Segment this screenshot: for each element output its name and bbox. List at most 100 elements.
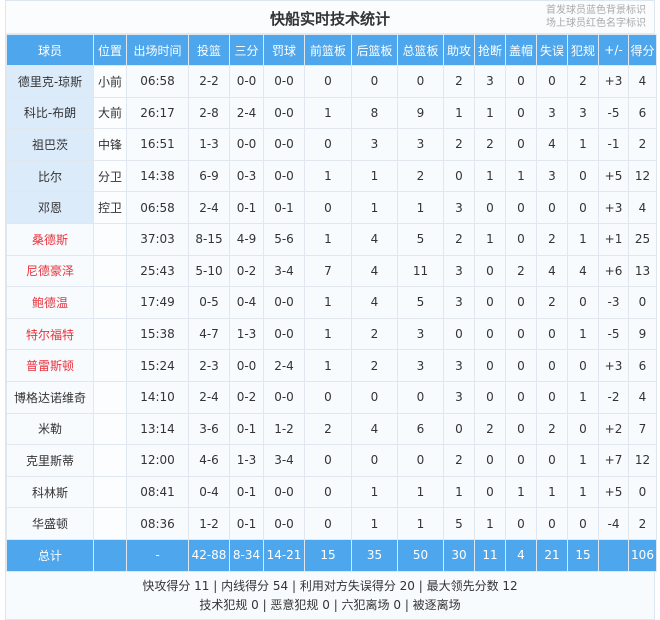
stat-cell: 3 <box>567 96 599 130</box>
stat-cell: 8-15 <box>188 222 230 256</box>
stat-cell: 13 <box>628 254 657 288</box>
total-cell: 15 <box>304 538 352 572</box>
player-name[interactable]: 特尔福特 <box>6 317 94 351</box>
player-name[interactable]: 克里斯蒂 <box>6 444 94 477</box>
stat-cell: 0 <box>304 507 352 540</box>
stat-cell: 4 <box>351 412 398 446</box>
player-name[interactable]: 比尔 <box>6 159 94 193</box>
column-header[interactable]: 总篮板 <box>397 34 444 66</box>
stat-cell: 2 <box>505 254 537 288</box>
player-row: 特尔福特 15:38 4-7 1-3 0-0 1 2 3 0 0 0 0 1 -5 9 <box>6 317 657 351</box>
stat-cell: 15:24 <box>126 349 189 382</box>
player-name[interactable]: 尼德豪泽 <box>6 254 94 288</box>
column-header[interactable]: 抢断 <box>474 34 506 66</box>
total-cell <box>598 538 629 572</box>
stat-cell: 4 <box>567 254 599 288</box>
stat-cell: 2-4 <box>263 349 305 382</box>
player-row: 科林斯 08:41 0-4 0-1 0-0 0 1 1 1 0 1 1 1 +5 0 <box>6 475 657 509</box>
player-name[interactable]: 祖巴茨 <box>6 128 94 161</box>
stat-cell: 25 <box>628 222 657 256</box>
stat-cell: 0-2 <box>229 254 264 288</box>
player-name[interactable]: 桑德斯 <box>6 222 94 256</box>
stat-cell: 1 <box>304 286 352 319</box>
stat-cell: 3 <box>351 128 398 161</box>
player-name[interactable]: 米勒 <box>6 412 94 446</box>
player-row: 科比-布朗 大前 26:17 2-8 2-4 0-0 1 8 9 1 1 0 3 3 -5 6 <box>6 96 657 130</box>
stat-cell: 2-4 <box>188 191 230 224</box>
stat-cell: 06:58 <box>126 65 189 98</box>
stat-cell: 1 <box>351 475 398 509</box>
stat-cell: 6-9 <box>188 159 230 193</box>
stat-cell: 4-6 <box>188 444 230 477</box>
column-header[interactable]: 得分 <box>628 34 657 66</box>
stat-cell: 0 <box>628 475 657 509</box>
stat-cell: 0 <box>351 380 398 414</box>
stat-cell: 0 <box>304 191 352 224</box>
player-row: 德里克-琼斯 小前 06:58 2-2 0-0 0-0 0 0 0 2 3 0 0 2 +3 4 <box>6 65 657 98</box>
stat-cell: 1 <box>443 475 475 509</box>
stat-cell: 6 <box>628 96 657 130</box>
column-header[interactable]: +/- <box>598 34 629 66</box>
stats-panel: 快船实时技术统计 首发球员蓝色背景标识 场上球员红色名字标识 球员 位置 出场时间投… <box>5 0 657 620</box>
player-name[interactable]: 邓恩 <box>6 191 94 224</box>
position-cell <box>93 507 127 540</box>
stat-cell: 0 <box>505 380 537 414</box>
column-header[interactable]: 失误 <box>536 34 568 66</box>
player-name[interactable]: 科比-布朗 <box>6 96 94 130</box>
column-header[interactable]: 三分 <box>229 34 264 66</box>
box-score-table: 球员 位置 出场时间 投篮 三分 罚球 前篮板 后篮板 总篮板 助攻 抢断 盖帽 失误 犯规 +/- 得分 德… <box>6 34 657 572</box>
stat-cell: 0-1 <box>229 507 264 540</box>
stat-cell: 4 <box>628 65 657 98</box>
column-header[interactable]: 出场时间 <box>126 34 189 66</box>
stat-cell: 5 <box>397 286 444 319</box>
stat-cell: 1 <box>567 444 599 477</box>
stat-cell: 5 <box>443 507 475 540</box>
stat-cell: 1 <box>567 380 599 414</box>
player-name[interactable]: 普雷斯顿 <box>6 349 94 382</box>
stat-cell: -1 <box>598 128 629 161</box>
column-header[interactable]: 投篮 <box>188 34 230 66</box>
player-name[interactable]: 华盛顿 <box>6 507 94 540</box>
column-header[interactable]: 前篮板 <box>304 34 352 66</box>
stat-cell: 2 <box>628 128 657 161</box>
stat-cell: 0 <box>351 444 398 477</box>
stat-cell: 0 <box>536 65 568 98</box>
column-header[interactable]: 助攻 <box>443 34 475 66</box>
stat-cell: 0-0 <box>229 128 264 161</box>
stat-cell: 4 <box>351 254 398 288</box>
stat-cell: 1 <box>351 507 398 540</box>
stat-cell: 2 <box>397 159 444 193</box>
stat-cell: 0 <box>474 191 506 224</box>
total-cell: 14-21 <box>263 538 305 572</box>
stat-cell: 0 <box>474 349 506 382</box>
position-cell: 分卫 <box>93 159 127 193</box>
stat-cell: 1 <box>304 159 352 193</box>
position-cell <box>93 475 127 509</box>
total-cell: 4 <box>505 538 537 572</box>
stat-cell: 7 <box>304 254 352 288</box>
stat-cell: 4 <box>628 191 657 224</box>
stat-cell: 0 <box>505 349 537 382</box>
player-name[interactable]: 德里克-琼斯 <box>6 65 94 98</box>
stat-cell: 0 <box>536 191 568 224</box>
stat-cell: 1 <box>397 475 444 509</box>
column-header[interactable]: 盖帽 <box>505 34 537 66</box>
column-header[interactable]: 罚球 <box>263 34 305 66</box>
player-name[interactable]: 博格达诺维奇 <box>6 380 94 414</box>
player-name[interactable]: 科林斯 <box>6 475 94 509</box>
column-header[interactable]: 后篮板 <box>351 34 398 66</box>
player-row: 克里斯蒂 12:00 4-6 1-3 3-4 0 0 0 2 0 0 0 1 +7 12 <box>6 444 657 477</box>
stat-cell: 0 <box>304 444 352 477</box>
total-cell: 50 <box>397 538 444 572</box>
stat-cell: 0 <box>474 444 506 477</box>
stat-cell: 0 <box>536 349 568 382</box>
column-header[interactable]: 位置 <box>93 34 127 66</box>
column-header[interactable]: 球员 <box>6 34 94 66</box>
stat-cell: 12:00 <box>126 444 189 477</box>
stat-cell: 0 <box>536 380 568 414</box>
column-header[interactable]: 犯规 <box>567 34 599 66</box>
player-name[interactable]: 鲍德温 <box>6 286 94 319</box>
stat-cell: 0-0 <box>263 159 305 193</box>
stat-cell: 0 <box>304 380 352 414</box>
stat-cell: 4-7 <box>188 317 230 351</box>
